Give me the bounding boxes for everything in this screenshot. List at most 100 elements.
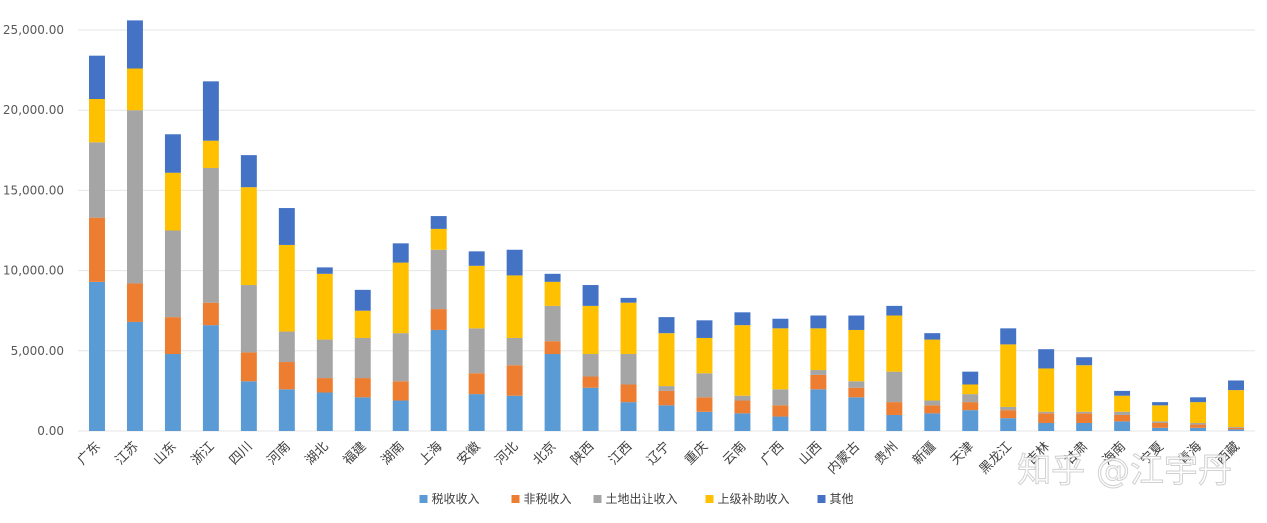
bar-segment [354, 397, 371, 431]
bar-segment [1152, 427, 1169, 431]
watermark-text: 知乎 @江宇丹 [1017, 451, 1232, 491]
bar-segment [582, 285, 599, 306]
bar-segment [240, 155, 257, 188]
bar-segment [1190, 424, 1207, 428]
bar-segment [1000, 328, 1017, 345]
bar-segment [1076, 422, 1093, 431]
bar-segment [886, 402, 903, 415]
bar-segment [430, 228, 447, 250]
bar-segment [696, 411, 713, 431]
bar-segment [1038, 349, 1055, 369]
bar-segment [772, 328, 789, 390]
bars [89, 20, 1244, 431]
bar-segment [924, 333, 941, 340]
bar-segment [620, 402, 637, 431]
legend-swatch [511, 495, 520, 503]
x-tick-label: 黑龙江 [977, 439, 1015, 477]
bar-segment [1076, 365, 1093, 412]
bar-segment [544, 273, 561, 282]
bar-segment [582, 354, 599, 377]
bar-segment [962, 371, 979, 385]
bar-segment [1228, 427, 1244, 430]
bar-segment [1190, 427, 1207, 431]
legend-swatch [593, 495, 602, 503]
bar-segment [696, 320, 713, 338]
bar-segment [620, 384, 637, 403]
bar-segment [1114, 414, 1131, 422]
bar-segment [240, 285, 257, 353]
bar-segment [354, 289, 371, 311]
watermark: 知乎 @江宇丹 [1017, 451, 1233, 492]
bar-segment [1114, 390, 1131, 396]
bar-segment [202, 81, 219, 141]
bar-segment [126, 68, 143, 111]
bar-segment [962, 410, 979, 431]
bar-segment [696, 373, 713, 398]
legend-label: 其他 [830, 492, 854, 506]
bar-segment [772, 318, 789, 329]
bar-segment [962, 402, 979, 411]
bar-segment [316, 267, 333, 274]
bar-segment [1000, 406, 1017, 411]
y-tick-label: 0.00 [37, 424, 64, 438]
x-tick-label: 江西 [606, 439, 635, 468]
bar-segment [924, 413, 941, 431]
bar-segment [392, 243, 409, 263]
bar-segment [1076, 413, 1093, 423]
legend-label: 上级补助收入 [718, 492, 790, 506]
bar-segment [164, 134, 181, 173]
bar-segment [924, 339, 941, 401]
bar-segment [430, 329, 447, 431]
bar-segment [240, 381, 257, 431]
bar-segment [658, 317, 675, 334]
bar-segment [1076, 411, 1093, 414]
bar-segment [1000, 418, 1017, 431]
bar-segment [1000, 344, 1017, 407]
bar-segment [316, 273, 333, 340]
y-tick-label: 10,000.00 [3, 264, 64, 278]
bar-segment [658, 333, 675, 387]
y-tick-label: 5,000.00 [11, 344, 64, 358]
bar-segment [202, 167, 219, 303]
bar-segment [126, 110, 143, 284]
bar-segment [848, 315, 865, 330]
x-tick-label: 广西 [758, 439, 787, 468]
bar-segment [772, 416, 789, 431]
bar-segment [126, 20, 143, 69]
bar-segment [1228, 429, 1244, 431]
x-tick-label: 山西 [796, 439, 825, 468]
bar-segment [1152, 421, 1169, 423]
bar-segment [1076, 357, 1093, 366]
x-tick-label: 河南 [264, 439, 294, 469]
gridlines [78, 29, 1255, 432]
bar-segment [278, 389, 295, 431]
x-tick-label: 安徽 [454, 439, 483, 468]
bar-segment [1152, 405, 1169, 422]
bar-segment [886, 414, 903, 431]
x-tick-label: 湖北 [303, 439, 332, 468]
bar-segment [1114, 395, 1131, 412]
bar-segment [392, 333, 409, 382]
bar-segment [772, 389, 789, 406]
bar-segment [392, 381, 409, 401]
bar-segment [1152, 402, 1169, 406]
bar-segment [1038, 411, 1055, 414]
bar-segment [430, 309, 447, 330]
bar-segment [126, 321, 143, 431]
bar-segment [1152, 422, 1169, 428]
legend-label: 土地出让收入 [606, 492, 678, 506]
bar-segment [164, 354, 181, 431]
bar-segment [89, 55, 105, 99]
bar-segment [468, 394, 485, 431]
bar-segment [316, 339, 333, 379]
legend-swatch [705, 495, 714, 503]
bar-segment [1190, 397, 1207, 403]
bar-segment [506, 249, 523, 276]
bar-segment [1114, 421, 1131, 431]
x-tick-label: 云南 [720, 439, 750, 469]
bar-segment [848, 387, 865, 398]
bar-segment [734, 413, 751, 431]
bar-segment [848, 329, 865, 382]
bar-segment [620, 297, 637, 303]
